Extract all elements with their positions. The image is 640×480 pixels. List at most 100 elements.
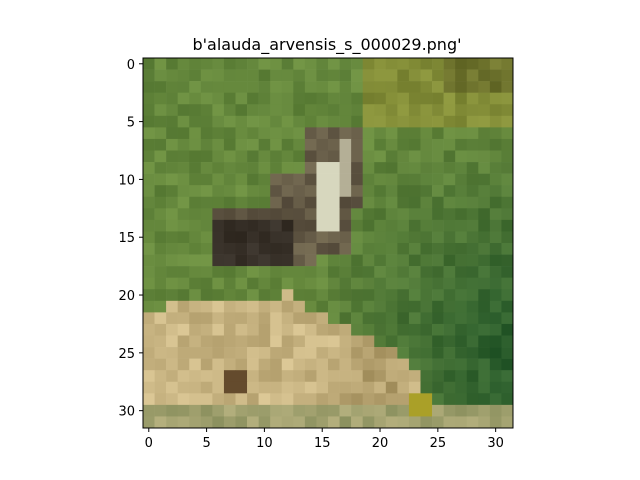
image-pixel	[143, 393, 155, 406]
image-pixel	[408, 243, 421, 255]
image-pixel	[247, 127, 259, 140]
image-pixel	[420, 92, 433, 105]
image-pixel	[501, 208, 514, 221]
image-pixel	[235, 127, 248, 140]
image-pixel	[166, 416, 178, 429]
image-pixel	[189, 243, 202, 255]
image-pixel	[455, 335, 468, 348]
image-pixel	[247, 208, 259, 221]
image-pixel	[385, 300, 398, 313]
image-pixel	[154, 254, 167, 267]
image-pixel	[443, 150, 456, 163]
image-pixel	[189, 173, 202, 186]
image-pixel	[339, 404, 352, 417]
image-pixel	[362, 69, 375, 82]
image-pixel	[397, 162, 410, 174]
y-tick-label: 30	[118, 405, 135, 420]
image-pixel	[443, 277, 456, 290]
image-pixel	[293, 127, 306, 140]
image-pixel	[385, 358, 398, 371]
image-pixel	[362, 208, 375, 221]
image-pixel	[501, 335, 514, 348]
image-pixel	[154, 312, 167, 325]
image-pixel	[304, 312, 317, 325]
image-pixel	[432, 219, 444, 232]
image-pixel	[420, 58, 433, 70]
image-pixel	[247, 115, 259, 128]
image-pixel	[258, 150, 271, 163]
image-pixel	[397, 173, 410, 186]
image-pixel	[339, 219, 352, 232]
image-pixel	[281, 115, 294, 128]
image-pixel	[455, 69, 468, 82]
image-pixel	[281, 185, 294, 198]
image-pixel	[432, 370, 444, 383]
image-pixel	[304, 323, 317, 336]
image-pixel	[478, 289, 491, 302]
image-pixel	[339, 335, 352, 348]
image-pixel	[432, 358, 444, 371]
image-pixel	[270, 266, 283, 278]
image-pixel	[362, 335, 375, 348]
image-pixel	[270, 69, 283, 82]
image-pixel	[443, 358, 456, 371]
image-pixel	[408, 231, 421, 244]
image-pixel	[177, 312, 190, 325]
image-pixel	[501, 347, 514, 359]
image-pixel	[189, 370, 202, 383]
x-tick-label: 10	[256, 436, 273, 451]
image-pixel	[328, 208, 340, 221]
image-pixel	[247, 162, 259, 174]
image-pixel	[339, 243, 352, 255]
image-pixel	[258, 208, 271, 221]
image-pixel	[466, 173, 479, 186]
image-pixel	[143, 115, 155, 128]
image-pixel	[200, 254, 213, 267]
image-pixel	[351, 196, 363, 209]
image-pixel	[200, 289, 213, 302]
image-pixel	[304, 370, 317, 383]
image-pixel	[362, 150, 375, 163]
image-pixel	[478, 81, 491, 93]
image-pixel	[223, 370, 236, 383]
image-pixel	[154, 370, 167, 383]
image-pixel	[270, 115, 283, 128]
image-pixel	[316, 312, 329, 325]
image-pixel	[316, 289, 329, 302]
image-pixel	[397, 277, 410, 290]
image-pixel	[304, 404, 317, 417]
image-pixel	[270, 208, 283, 221]
image-pixel	[281, 277, 294, 290]
image-pixel	[235, 92, 248, 105]
image-pixel	[455, 312, 468, 325]
image-pixel	[177, 289, 190, 302]
image-pixel	[143, 266, 155, 278]
image-pixel	[443, 231, 456, 244]
image-pixel	[166, 173, 178, 186]
image-pixel	[455, 404, 468, 417]
image-pixel	[316, 347, 329, 359]
image-pixel	[374, 81, 387, 93]
image-pixel	[212, 323, 225, 336]
image-pixel	[212, 254, 225, 267]
image-pixel	[466, 277, 479, 290]
image-pixel	[316, 138, 329, 151]
image-pixel	[247, 58, 259, 70]
image-pixel	[293, 312, 306, 325]
image-pixel	[362, 266, 375, 278]
image-pixel	[258, 81, 271, 93]
image-pixel	[177, 416, 190, 429]
image-pixel	[478, 219, 491, 232]
image-pixel	[281, 300, 294, 313]
image-pixel	[466, 219, 479, 232]
image-pixel	[501, 289, 514, 302]
image-pixel	[223, 127, 236, 140]
image-pixel	[304, 138, 317, 151]
image-pixel	[443, 115, 456, 128]
image-pixel	[339, 162, 352, 174]
image-pixel	[362, 416, 375, 429]
image-pixel	[455, 370, 468, 383]
image-pixel	[166, 347, 178, 359]
image-pixel	[478, 404, 491, 417]
image-pixel	[339, 289, 352, 302]
